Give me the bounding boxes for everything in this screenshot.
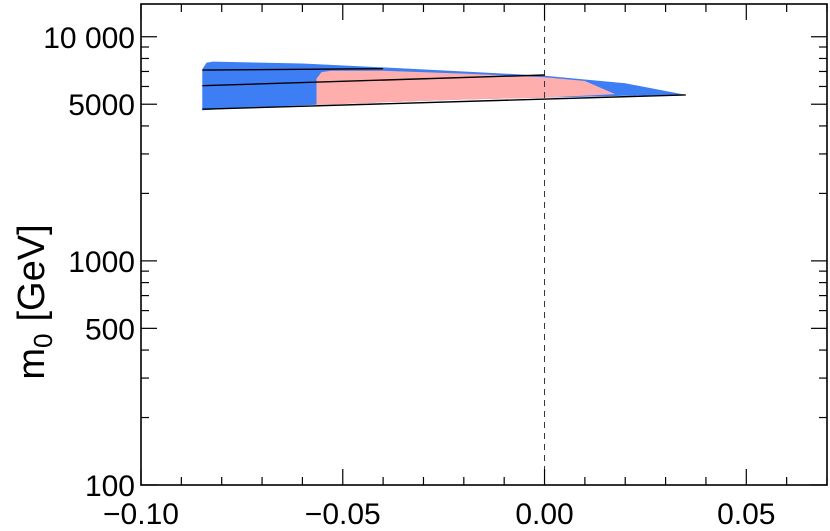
y-axis-label-symbol: m	[11, 348, 53, 380]
y-tick-labels: 100 500 1000 5000 10 000	[43, 22, 135, 503]
y-axis-label-unit: [GeV]	[11, 224, 53, 321]
y-axis-label-subscript: 0	[28, 334, 58, 348]
contour-line-2	[202, 94, 686, 110]
contour-line-1	[202, 74, 545, 87]
y-axis-label: m0 [GeV]	[11, 224, 58, 379]
contour-line-0	[202, 68, 384, 71]
x-tick-label-2: 0.00	[515, 498, 573, 531]
y-tick-label-4: 10 000	[43, 22, 135, 55]
y-tick-label-0: 100	[85, 470, 135, 503]
x-tick-label-3: 0.05	[717, 498, 775, 531]
axis-ticks	[140, 4, 828, 486]
x-tick-label-1: −0.05	[305, 498, 381, 531]
region-1	[316, 70, 616, 105]
y-tick-label-2: 1000	[68, 246, 135, 279]
x-tick-labels: −0.10 −0.05 0.00 0.05	[103, 498, 775, 531]
y-tick-label-1: 500	[85, 313, 135, 346]
plot-frame	[140, 3, 828, 486]
x-tick-label-0: −0.10	[103, 498, 179, 531]
y-tick-label-3: 5000	[68, 89, 135, 122]
contour-lines	[202, 68, 686, 110]
